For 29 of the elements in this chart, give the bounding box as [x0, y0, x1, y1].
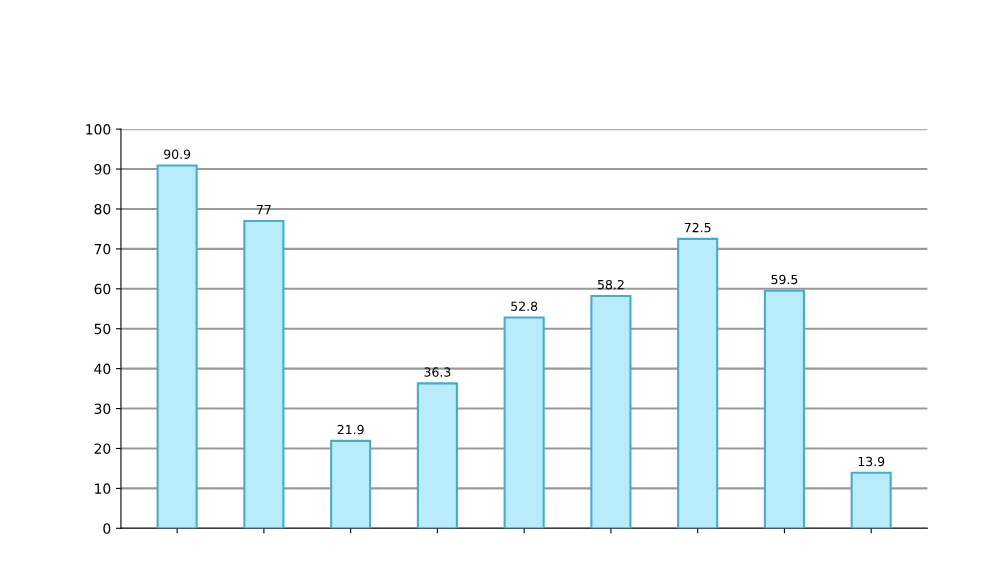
bar — [763, 289, 805, 529]
data-label: 21.9 — [337, 424, 364, 435]
y-tick-label: 90 — [94, 164, 111, 175]
data-label: 90.9 — [164, 149, 191, 159]
y-tick-label: 100 — [86, 124, 111, 135]
bar — [243, 219, 285, 529]
data-label: 13.9 — [858, 456, 885, 467]
y-tick-label: 80 — [94, 203, 111, 215]
y-tick-label: 30 — [94, 403, 111, 415]
bar — [590, 294, 632, 529]
bar — [416, 382, 458, 529]
bar — [503, 316, 545, 529]
y-tick-label: 10 — [95, 483, 111, 494]
y-tick-label: 60 — [94, 283, 111, 295]
bar — [677, 237, 719, 529]
y-tick-label: 70 — [94, 243, 111, 255]
data-label: 36.3 — [424, 367, 451, 377]
bar — [156, 164, 198, 529]
bar — [850, 471, 892, 529]
y-tick-label: 50 — [94, 323, 111, 335]
data-label: 58.2 — [597, 279, 624, 290]
y-tick-label: 40 — [94, 363, 111, 375]
y-tick-label: 20 — [94, 443, 111, 454]
data-label: 77 — [256, 205, 271, 215]
data-label: 52.8 — [511, 301, 538, 311]
data-label: 72.5 — [684, 222, 711, 233]
data-label: 59.5 — [771, 274, 798, 285]
y-tick-label: 0 — [103, 523, 111, 534]
bar — [330, 439, 372, 529]
